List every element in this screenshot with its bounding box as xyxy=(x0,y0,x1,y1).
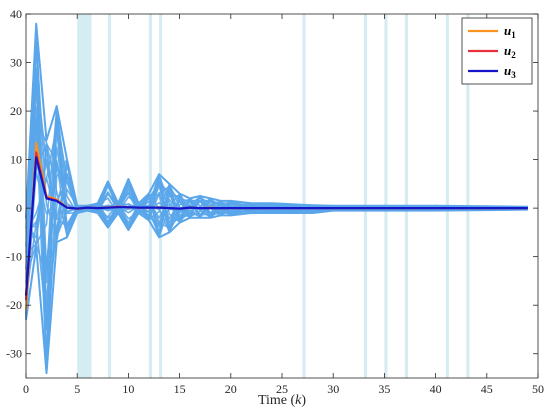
x-tick-label-30: 30 xyxy=(327,382,339,396)
x-axis-title-variable: k xyxy=(295,393,302,408)
x-tick-label-25: 25 xyxy=(276,382,288,396)
y-axis: -30 -20 -10 0 10 20 30 40 xyxy=(6,7,538,361)
y-tick-label--10: -10 xyxy=(6,250,22,264)
x-axis-title: Time (k) xyxy=(258,393,306,408)
series-lines xyxy=(24,141,528,311)
x-tick-label-5: 5 xyxy=(74,382,80,396)
x-tick-label-35: 35 xyxy=(378,382,390,396)
legend-label-u1: u1 xyxy=(504,23,516,40)
y-tick-label-10: 10 xyxy=(10,153,22,167)
ensemble-envelope-lower xyxy=(25,208,528,375)
legend-label-u3: u3 xyxy=(504,63,516,80)
x-axis: 0 5 10 15 20 25 30 35 40 45 50 xyxy=(23,14,544,396)
shaded-interval-6 xyxy=(384,14,388,378)
ensemble-envelope-upper xyxy=(25,22,528,218)
y-tick-label-30: 30 xyxy=(10,56,22,70)
ensemble-trajectory-23 xyxy=(25,28,528,370)
y-tick-label-40: 40 xyxy=(10,7,22,21)
y-tick-label--20: -20 xyxy=(6,298,22,312)
x-tick-label-50: 50 xyxy=(532,382,544,396)
y-tick-label-20: 20 xyxy=(10,104,22,118)
shaded-interval-8 xyxy=(445,14,449,378)
x-tick-label-40: 40 xyxy=(430,382,442,396)
x-tick-label-10: 10 xyxy=(122,382,134,396)
x-tick-label-15: 15 xyxy=(174,382,186,396)
legend-label-u2: u2 xyxy=(504,43,516,60)
x-tick-label-20: 20 xyxy=(225,382,237,396)
plot-background xyxy=(26,14,538,378)
y-tick-label--30: -30 xyxy=(6,347,22,361)
x-tick-label-0: 0 xyxy=(23,382,29,396)
shaded-interval-0 xyxy=(77,14,92,378)
shaded-interval-9 xyxy=(466,14,470,378)
shaded-interval-7 xyxy=(404,14,408,378)
shaded-interval-4 xyxy=(302,14,306,378)
x-tick-label-45: 45 xyxy=(481,382,493,396)
y-tick-label-0: 0 xyxy=(16,201,22,215)
shaded-interval-5 xyxy=(363,14,367,378)
legend: u1 u2 u3 xyxy=(461,17,533,85)
series-line-u3 xyxy=(24,156,528,296)
x-axis-title-text: Time xyxy=(258,393,287,408)
